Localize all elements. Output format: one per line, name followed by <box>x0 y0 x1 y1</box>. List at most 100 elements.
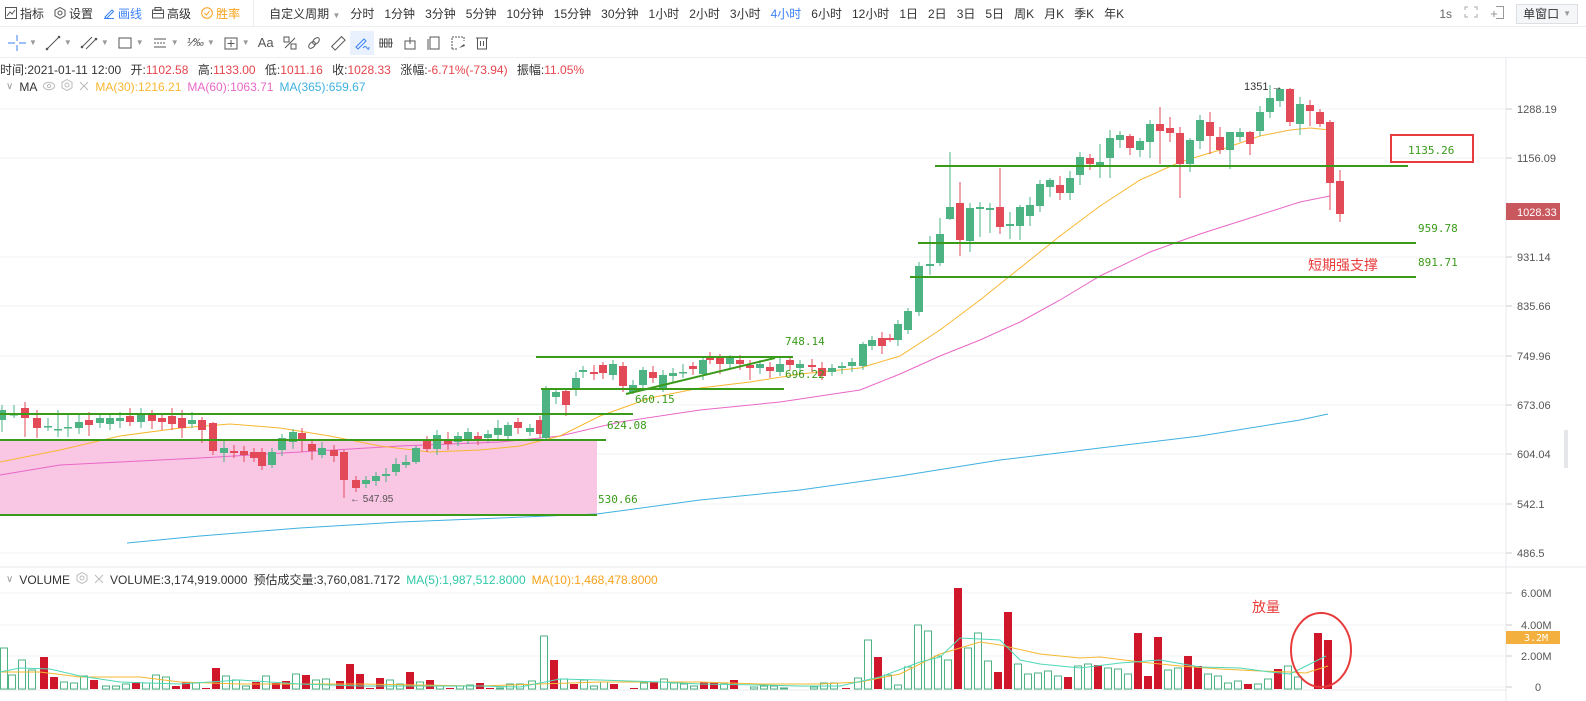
period-tab[interactable]: 6小时 <box>811 6 842 21</box>
period-tab[interactable]: 4小时 <box>770 6 802 21</box>
period-tab[interactable]: 3日 <box>956 6 976 21</box>
candle <box>1266 98 1274 112</box>
period-tab[interactable]: 5日 <box>985 6 1005 21</box>
volume-bar <box>252 682 260 689</box>
period-tab[interactable]: 2小时 <box>689 6 720 21</box>
candle <box>956 203 964 240</box>
period-tab[interactable]: 2日 <box>928 6 947 21</box>
candle <box>766 367 774 371</box>
collapse-icon[interactable]: ∨ <box>6 574 14 585</box>
trend-line[interactable] <box>625 357 776 395</box>
candle <box>915 266 923 312</box>
lock-tool[interactable] <box>398 31 422 55</box>
advanced-button[interactable]: 高级 <box>147 0 196 27</box>
amplitude-value: 11.05% <box>544 63 585 77</box>
estimated-volume-value: 预估成交量:3,760,081.7172 <box>253 573 401 587</box>
close-icon[interactable] <box>79 80 89 94</box>
period-tab[interactable]: 1分钟 <box>384 6 416 21</box>
volume-bar <box>1184 656 1192 689</box>
volume-bar <box>984 660 992 690</box>
volume-bar <box>132 682 140 689</box>
settings-icon[interactable] <box>76 571 88 587</box>
period-tab[interactable]: 月K <box>1044 6 1065 21</box>
collapse-icon[interactable]: ∨ <box>6 81 14 92</box>
fibonacci-icon: ⅟‰ <box>186 37 204 49</box>
period-tab[interactable]: 年K <box>1104 6 1125 21</box>
support-label: 660.15 <box>635 393 675 406</box>
period-tab[interactable]: 分时 <box>350 6 375 21</box>
candle <box>1026 205 1034 216</box>
period-tab[interactable]: 1小时 <box>648 6 680 21</box>
period-tab[interactable]: 3分钟 <box>425 6 456 21</box>
period-tab[interactable]: 1日 <box>899 6 918 21</box>
ruler-tool[interactable] <box>326 31 350 55</box>
candle <box>726 358 734 364</box>
delete-tool[interactable] <box>470 31 494 55</box>
period-tab[interactable]: 5分钟 <box>465 6 497 21</box>
candle <box>572 378 580 390</box>
rectangle-tool[interactable]: ▼ <box>113 31 148 55</box>
volume-bar <box>1074 665 1082 690</box>
candle <box>639 370 647 385</box>
channel-tool[interactable]: ▼ <box>76 31 113 55</box>
copy-icon <box>427 36 440 50</box>
screenshot-tool[interactable] <box>446 31 470 55</box>
period-tab[interactable]: 季K <box>1074 6 1095 21</box>
close-icon[interactable] <box>94 573 104 587</box>
period-tab[interactable]: 15分钟 <box>553 6 592 21</box>
period-tab[interactable]: 30分钟 <box>601 6 639 21</box>
volume-bar <box>1054 675 1062 690</box>
candle <box>362 480 370 484</box>
candle <box>649 372 657 378</box>
candle <box>859 344 867 366</box>
volume-bar <box>1124 673 1132 690</box>
scroll-handle[interactable] <box>1564 430 1568 468</box>
support-annotation: 短期强支撑 <box>1308 257 1378 273</box>
add-window-icon[interactable] <box>1490 5 1505 22</box>
volume-bar <box>1114 668 1122 690</box>
indicator-button[interactable]: 指标 <box>0 0 49 27</box>
custom-period-dropdown[interactable]: 自定义周期 ▼ <box>269 6 341 21</box>
price-tick: 604.04 <box>1517 449 1551 461</box>
volume-bar <box>770 685 778 690</box>
volume-bar <box>212 668 220 689</box>
volume-bar <box>954 588 962 689</box>
parallel-lines-tool[interactable]: ▼ <box>148 31 183 55</box>
price-chart[interactable]: 1135.26 959.78 891.71 748.14 696.22 660.… <box>0 58 1586 701</box>
link-tool[interactable] <box>302 31 326 55</box>
volume-bar <box>0 647 8 690</box>
candle <box>1336 181 1344 214</box>
settings-icon[interactable] <box>61 78 73 94</box>
bars-pattern-tool[interactable] <box>374 31 398 55</box>
volume-bar <box>112 685 120 690</box>
settings-button[interactable]: 设置 <box>49 0 98 27</box>
period-tab[interactable]: 12小时 <box>851 6 890 21</box>
fullscreen-icon[interactable] <box>1464 6 1478 21</box>
period-tab[interactable]: 周K <box>1014 6 1035 21</box>
line-tool[interactable]: ▼ <box>41 31 76 55</box>
volume-bar <box>292 673 300 690</box>
win-rate-button[interactable]: 胜率 <box>196 0 245 27</box>
ma365-value: MA(365):659.67 <box>279 79 366 94</box>
copy-tool[interactable] <box>422 31 446 55</box>
period-tab[interactable]: 3小时 <box>729 6 761 21</box>
volume-bar <box>570 684 578 689</box>
pen-tool[interactable] <box>349 30 374 55</box>
window-mode-select[interactable]: 单窗口 ▼ <box>1516 3 1578 24</box>
volume-ma5-line <box>0 637 1327 688</box>
period-tab[interactable]: 10分钟 <box>506 6 544 21</box>
crosshair-tool[interactable]: ▼ <box>4 31 41 55</box>
measure-tool[interactable]: ▼ <box>219 31 254 55</box>
refresh-interval[interactable]: 1s <box>1439 6 1453 21</box>
visibility-icon[interactable] <box>43 80 56 94</box>
draw-line-button[interactable]: 画线 <box>98 0 147 27</box>
candle <box>268 452 276 465</box>
candle <box>64 427 72 429</box>
volume-bar <box>1224 682 1232 690</box>
fibonacci-tool[interactable]: ⅟‰ ▼ <box>183 31 219 55</box>
chevron-down-icon: ▼ <box>332 10 341 20</box>
indicator-icon <box>5 7 17 19</box>
pattern-tool[interactable] <box>278 31 302 55</box>
text-tool[interactable]: Aa <box>254 31 278 55</box>
divider <box>253 0 255 27</box>
